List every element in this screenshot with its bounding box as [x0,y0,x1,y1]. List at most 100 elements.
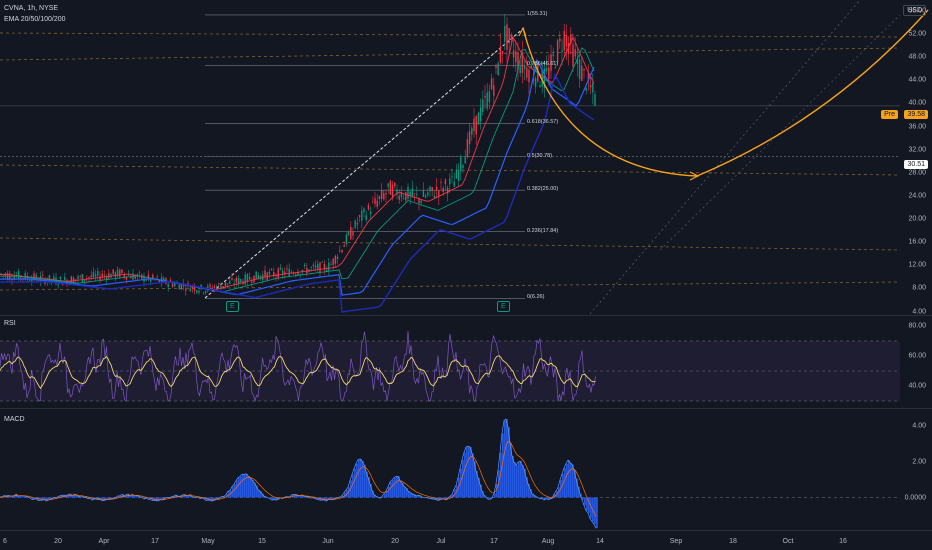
macd-histogram-bar [496,483,498,498]
time-axis-label: 16 [839,538,847,545]
candle-body [284,271,286,275]
macd-histogram-bar [482,491,484,498]
candle-body [526,67,528,78]
candle-body [451,175,453,177]
macd-histogram-bar [370,483,372,498]
candle-body [389,180,392,195]
macd-title[interactable]: MACD [4,416,25,423]
rsi-title[interactable]: RSI [4,320,16,327]
macd-histogram-bar [122,494,124,498]
macd-histogram-bar [352,474,354,498]
time-axis-label: 20 [54,538,62,545]
macd-histogram-bar [464,452,466,498]
candle-body [77,276,79,280]
candle-body [17,271,20,280]
macd-histogram-bar [230,490,232,498]
macd-histogram-bar [42,497,44,501]
macd-histogram-bar [126,494,128,498]
macd-histogram-bar [214,497,216,501]
pane-separator[interactable] [0,315,932,316]
candle-body [319,262,321,274]
macd-histogram-bar [364,464,366,498]
candle-body [123,274,125,277]
price-tick-label: 28.00 [908,169,926,177]
candle-body [257,275,260,279]
candle-body [90,275,92,277]
price-tick-label: 20.00 [908,215,926,223]
pre-market-label: Pre [881,110,898,119]
candle-body [255,271,257,279]
fib-level-label: 0(6.26) [527,294,545,301]
time-axis-label: 14 [596,538,604,545]
macd-histogram-bar [68,494,70,498]
earnings-marker[interactable]: E [226,301,239,312]
candle-body [64,276,66,280]
candle-body [380,190,383,200]
candle-body [286,268,288,270]
macd-histogram-bar [60,495,62,498]
candle-body [567,42,570,54]
macd-histogram-bar [406,488,408,498]
macd-histogram-bar [506,419,508,498]
candle-body [383,193,385,200]
macd-histogram-bar [570,462,572,498]
candle-body [374,198,376,204]
fib-level-label: 0.382(25.00) [527,186,559,193]
candle-body [229,281,231,284]
macd-histogram-bar [552,497,554,499]
price-tick-label: 48.00 [908,53,926,61]
macd-histogram-bar [442,497,444,500]
macd-histogram-bar [398,476,400,498]
macd-histogram-bar [136,495,138,498]
candle-body [418,198,420,204]
candle-body [321,262,323,263]
macd-histogram-bar [156,497,158,501]
macd-histogram-bar [402,483,404,498]
earnings-marker[interactable]: E [497,301,510,312]
macd-histogram-bar [508,427,510,498]
symbol-legend[interactable]: CVNA, 1h, NYSE [4,5,59,12]
price-tick-label: 36.00 [908,123,926,131]
candle-body [433,195,436,198]
candle-body [88,276,90,279]
candle-body [231,278,233,280]
macd-histogram-bar [480,484,482,498]
macd-histogram-bar [224,496,226,498]
candle-body [471,127,473,135]
candle-body [336,256,339,260]
macd-histogram-bar [568,460,570,498]
currency-button[interactable]: USD [903,5,926,16]
candle-body [556,40,559,62]
candle-body [396,189,398,195]
candle-body [548,67,550,79]
ema-legend[interactable]: EMA 20/50/100/200 [4,16,66,23]
rsi-tick-label: 60.00 [908,352,926,360]
macd-histogram-bar [100,497,102,500]
macd-histogram-bar [468,446,470,498]
macd-histogram-bar [494,493,496,498]
macd-histogram-bar [132,494,134,498]
candle-body [486,92,488,109]
pane-separator[interactable] [0,408,932,409]
macd-histogram-bar [66,495,68,498]
macd-histogram-bar [434,497,436,500]
candle-body [121,269,123,274]
macd-tick-label: 0.0000 [904,494,926,501]
ema-200-line [0,72,595,313]
macd-histogram-bar [578,486,580,498]
macd-histogram-bar [358,459,360,498]
candle-body [385,193,387,195]
macd-histogram-bar [104,497,106,501]
candle-body [277,268,279,279]
candle-body [512,50,515,58]
candle-body [510,34,513,40]
candle-body [411,188,414,197]
macd-histogram-bar [498,470,500,498]
macd-histogram-bar [70,493,72,498]
macd-histogram-bar [62,495,64,498]
candle-body [145,279,147,281]
macd-histogram-bar [260,491,262,498]
macd-histogram-bar [74,494,76,498]
macd-histogram-bar [350,480,352,498]
